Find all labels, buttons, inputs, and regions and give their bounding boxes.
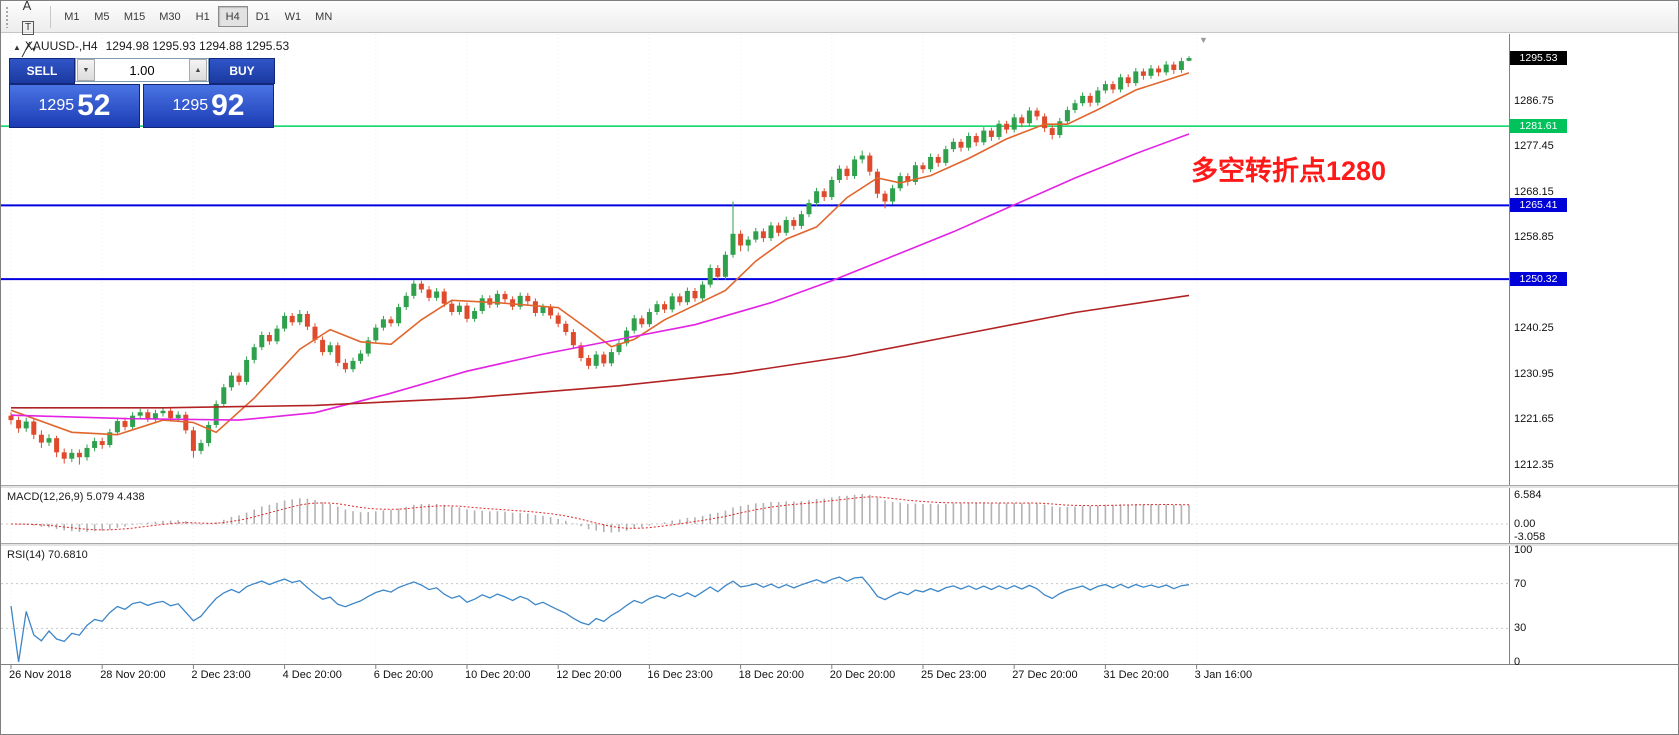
timeframe-w1[interactable]: W1 [278,6,309,27]
price-level-label: 1281.61 [1510,119,1567,134]
timeframe-m5[interactable]: M5 [87,6,117,27]
time-label: 18 Dec 20:00 [738,669,805,681]
toolbar-grip[interactable] [5,5,10,28]
text-label-icon[interactable]: A [15,0,39,17]
timeframe-h4[interactable]: H4 [217,6,248,27]
price-tick: 1258.85 [1514,231,1554,244]
shapes-icon: ╱ [22,41,30,57]
volume-value[interactable]: 1.00 [129,62,155,78]
toolbar-separator [49,5,51,28]
time-label: 25 Dec 23:00 [921,669,987,681]
time-label: 10 Dec 20:00 [465,669,531,681]
panel-separator-rsi[interactable] [1,543,1678,546]
symbol-label: XAUUSD-,H4 [24,39,98,53]
sell-price-display[interactable]: 1295 52 [9,84,140,128]
rsi-name: RSI(14) [7,549,45,561]
timeframe-m1[interactable]: M1 [57,6,87,27]
macd-axis-label: 6.584 [1514,489,1542,502]
time-label: 20 Dec 20:00 [829,669,896,681]
price-shift-marker-icon[interactable]: ▼ [1199,35,1208,45]
buy-button[interactable]: BUY [209,58,275,84]
time-label: 28 Nov 20:00 [100,669,166,681]
sell-button[interactable]: SELL [9,58,75,84]
time-axis[interactable]: 26 Nov 2018 28 Nov 20:00 2 Dec 23:00 4 Dec … [1,665,1678,689]
price-tick: 1212.35 [1514,458,1554,471]
rsi-axis-label: 0 [1514,656,1521,668]
volume-field[interactable]: ▼ 1.00 ▲ [75,58,209,82]
rsi-axis-label: 70 [1514,577,1527,590]
chart-annotation-text: 多空转折点1280 [1191,156,1387,186]
text-box-icon: T [22,20,35,35]
price-tick: 1221.65 [1514,413,1554,426]
timeframe-m15[interactable]: M15 [117,6,152,27]
shapes-icon[interactable]: ╱ ▾ [15,39,43,61]
macd-label: MACD(12,26,9) 5.079 4.438 [7,491,145,503]
time-label: 12 Dec 20:00 [556,669,622,681]
sell-price-pips: 52 [77,89,111,122]
time-axis-border [1,664,1678,665]
current-price-label: 1295.53 [1510,51,1567,66]
buy-price-main: 1295 [172,97,209,114]
text-label-icon: A [22,0,32,13]
volume-down-icon[interactable]: ▼ [77,59,95,81]
rsi-axis-label: 100 [1514,544,1533,556]
chevron-down-icon: ▾ [31,45,36,54]
time-label: 6 Dec 20:00 [373,669,434,681]
macd-value: 5.079 4.438 [86,491,145,503]
price-tick: 1268.15 [1514,185,1554,198]
macd-axis-label: 0.00 [1514,518,1536,530]
rsi-value: 70.6810 [47,549,88,561]
time-label: 3 Jan 16:00 [1194,669,1253,681]
one-click-trade-panel: SELL ▼ 1.00 ▲ BUY 1295 52 1295 92 [9,58,275,128]
rsi-label: RSI(14) 70.6810 [7,549,88,561]
price-axis[interactable]: 1286.75 1277.45 1268.15 1258.85 1240.25 1230.… [1510,34,1678,668]
time-label: 2 Dec 23:00 [191,669,251,681]
macd-axis-label: -3.058 [1514,531,1546,544]
macd-pane-canvas[interactable] [1,488,1509,543]
price-tick: 1286.75 [1514,95,1554,107]
buy-price-display[interactable]: 1295 92 [143,84,274,128]
price-chart-canvas[interactable] [1,34,1509,485]
price-level-label: 1250.32 [1510,272,1567,287]
time-label: 4 Dec 20:00 [282,669,342,681]
ohlc-values: 1294.98 1295.93 1294.88 1295.53 [105,39,290,53]
price-tick: 1277.45 [1514,140,1554,153]
timeframe-h1[interactable]: H1 [188,6,218,27]
text-box-icon[interactable]: T [15,17,41,39]
volume-up-icon[interactable]: ▲ [189,59,207,81]
sell-price-main: 1295 [38,97,75,114]
price-level-label: 1265.41 [1510,198,1567,213]
rsi-pane-canvas[interactable] [1,546,1509,664]
timeframe-m30[interactable]: M30 [152,6,187,27]
collapse-triangle-icon[interactable]: ▲ [13,43,21,52]
timeframe-mn[interactable]: MN [308,6,339,27]
rsi-axis-label: 30 [1514,622,1527,635]
time-label: 16 Dec 23:00 [647,669,713,681]
price-tick: 1230.95 [1514,367,1554,380]
time-label: 27 Dec 20:00 [1012,669,1078,681]
quote-header: ▲ XAUUSD-,H4 1294.98 1295.93 1294.88 1295.… [13,39,289,53]
price-tick: 1240.25 [1514,322,1554,335]
timeframe-d1[interactable]: D1 [248,6,278,27]
macd-name: MACD(12,26,9) [7,491,84,503]
price-axis-border [1509,34,1510,664]
time-label: 31 Dec 20:00 [1103,669,1169,681]
time-label: 26 Nov 2018 [9,669,72,681]
buy-price-pips: 92 [211,89,245,122]
panel-separator-macd[interactable] [1,485,1678,488]
